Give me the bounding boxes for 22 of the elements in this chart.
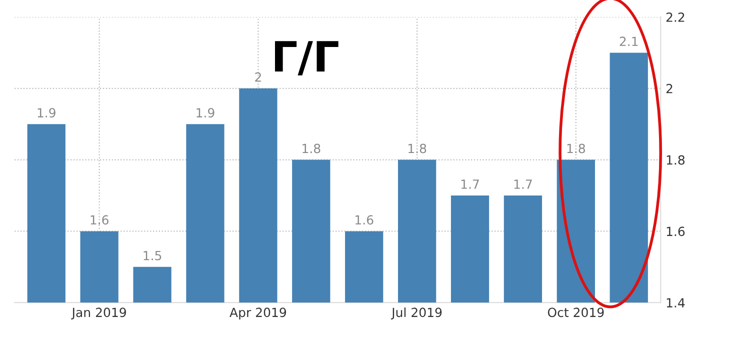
y-tick-label: 1.4	[666, 298, 685, 308]
data-label: 1.7	[461, 180, 479, 189]
data-label: 1.9	[38, 108, 56, 118]
x-tick-label: Apr 2019	[230, 308, 286, 320]
data-label: 1.6	[356, 215, 374, 225]
y-tick-label: 1.8	[666, 155, 685, 165]
data-label: 1.9	[196, 108, 214, 118]
data-label: 1.5	[144, 251, 162, 260]
x-tick-label: Oct 2019	[548, 308, 604, 318]
chart-title: Г/Г	[274, 41, 338, 76]
data-label: 1.8	[567, 144, 586, 154]
y-tick-label: 2.2	[666, 12, 684, 22]
data-label: 2	[255, 72, 261, 82]
x-tick-label: Jul 2019	[390, 307, 442, 320]
data-label: 2.1	[620, 36, 638, 46]
data-label: 1.7	[514, 180, 532, 189]
y-tick-label: 2	[666, 84, 672, 94]
y-tick-label: 1.6	[666, 226, 685, 236]
data-label: 1.8	[302, 144, 320, 154]
data-label: 1.8	[408, 144, 426, 154]
x-tick-label: Jan 2019	[71, 308, 126, 320]
data-label: 1.6	[90, 215, 108, 225]
